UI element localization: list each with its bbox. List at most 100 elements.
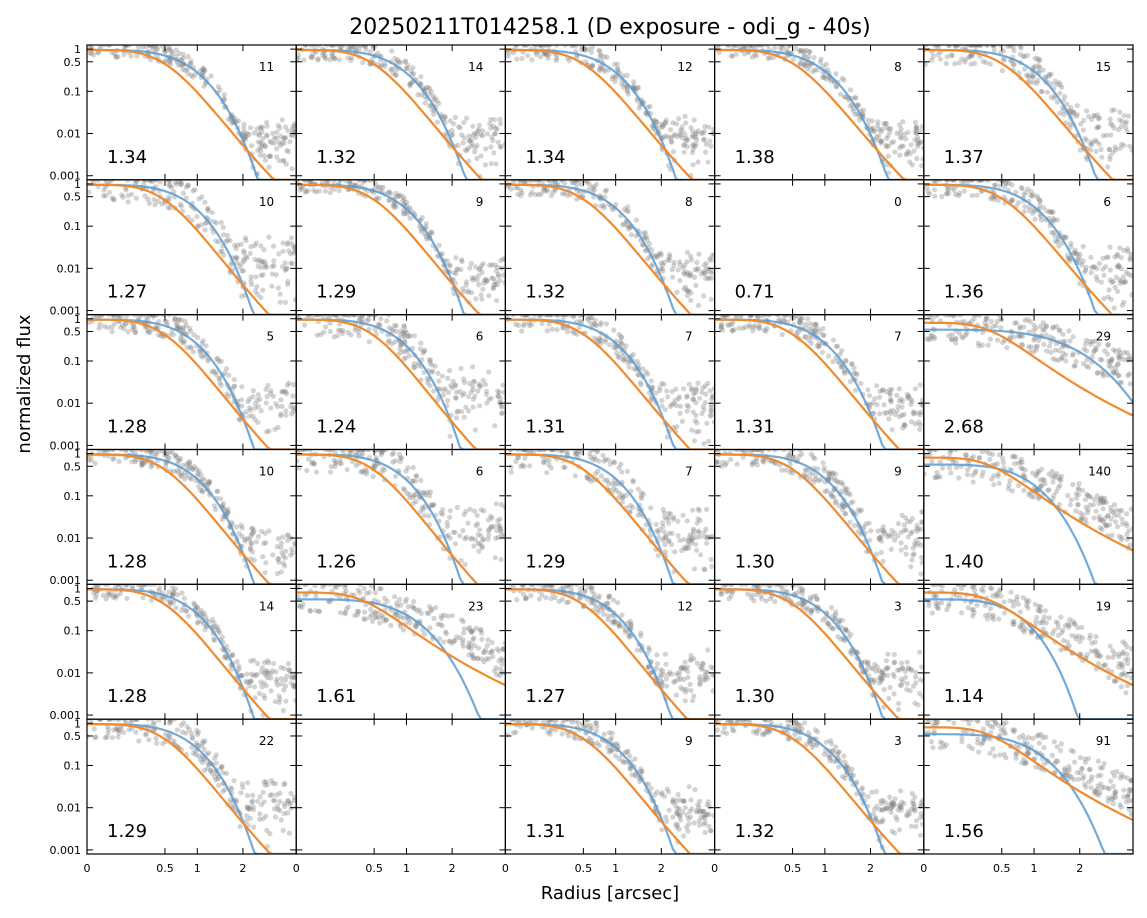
data-point xyxy=(476,122,482,128)
data-point xyxy=(701,566,707,572)
data-point xyxy=(987,61,994,67)
data-point xyxy=(706,275,712,281)
data-point xyxy=(686,381,692,387)
data-point xyxy=(1101,272,1107,278)
data-point xyxy=(118,449,124,453)
data-point xyxy=(939,465,946,471)
data-point xyxy=(984,45,990,48)
data-point xyxy=(330,54,336,60)
data-point xyxy=(252,401,258,407)
data-point xyxy=(740,325,746,331)
data-point xyxy=(989,476,995,482)
data-point xyxy=(691,391,697,397)
data-point xyxy=(953,45,959,48)
data-point xyxy=(856,102,862,108)
data-point xyxy=(657,385,663,391)
data-point xyxy=(323,449,329,453)
data-point xyxy=(224,643,230,650)
data-point xyxy=(1074,103,1080,109)
data-point xyxy=(843,488,849,494)
data-point xyxy=(543,457,549,463)
data-point xyxy=(260,124,266,131)
data-point xyxy=(458,266,464,273)
data-point xyxy=(357,179,363,183)
data-point xyxy=(663,120,669,126)
data-point xyxy=(1121,356,1127,363)
y-tick-label: 0.5 xyxy=(64,191,82,204)
data-point xyxy=(519,328,525,334)
data-point xyxy=(252,416,258,423)
data-point xyxy=(659,403,665,409)
data-point xyxy=(1034,343,1041,349)
data-point xyxy=(327,190,333,196)
data-point xyxy=(1108,504,1114,511)
data-point xyxy=(593,181,600,187)
data-point xyxy=(205,206,211,212)
data-point xyxy=(259,259,265,265)
y-axis-label: normalized flux xyxy=(14,314,35,453)
data-point xyxy=(308,449,314,453)
data-point xyxy=(847,519,853,525)
data-point xyxy=(1050,479,1056,485)
data-point xyxy=(96,449,102,453)
data-point xyxy=(1127,255,1133,261)
data-point xyxy=(258,148,264,154)
data-point xyxy=(1095,370,1101,376)
data-point xyxy=(894,130,900,136)
data-point xyxy=(258,272,264,279)
data-point xyxy=(470,383,476,389)
data-point xyxy=(641,491,647,497)
data-point xyxy=(906,394,912,400)
data-point xyxy=(1050,356,1056,362)
data-point xyxy=(554,327,560,333)
data-point xyxy=(919,560,924,566)
data-point xyxy=(853,370,859,377)
data-point xyxy=(131,325,137,331)
data-point xyxy=(484,278,490,284)
fwhm-label: 1.29 xyxy=(525,551,565,572)
data-point xyxy=(336,187,342,194)
data-point xyxy=(353,462,359,469)
data-point xyxy=(690,128,696,134)
data-point xyxy=(653,119,660,125)
data-point xyxy=(220,232,227,238)
data-point xyxy=(386,189,392,195)
data-point xyxy=(110,197,116,203)
data-point xyxy=(360,468,366,474)
data-point xyxy=(596,47,602,53)
data-point xyxy=(987,456,993,462)
data-point xyxy=(178,182,184,188)
data-point xyxy=(675,396,682,402)
data-point xyxy=(407,81,413,87)
data-point xyxy=(677,259,683,265)
data-point xyxy=(327,328,333,334)
data-point xyxy=(865,117,871,123)
data-point xyxy=(942,314,948,318)
data-point xyxy=(648,505,654,511)
data-point xyxy=(898,143,905,149)
data-point xyxy=(427,86,433,92)
data-point xyxy=(289,126,295,132)
data-point xyxy=(593,456,599,462)
psf-panel: 1.297 xyxy=(504,448,716,585)
fwhm-label: 1.34 xyxy=(525,147,565,168)
data-point xyxy=(271,135,277,141)
data-point xyxy=(660,520,666,526)
moffat-fit-line xyxy=(87,453,297,585)
data-point xyxy=(943,60,949,67)
data-point xyxy=(1010,62,1016,68)
data-point xyxy=(1096,124,1102,130)
data-point xyxy=(105,589,111,595)
data-point xyxy=(979,449,985,455)
data-point xyxy=(878,538,885,544)
data-point xyxy=(1113,274,1119,280)
data-point xyxy=(591,449,597,453)
data-point xyxy=(282,299,289,305)
data-point xyxy=(426,357,432,363)
data-point xyxy=(780,45,786,48)
data-point xyxy=(900,119,906,125)
data-point xyxy=(248,540,254,546)
data-point xyxy=(179,590,185,596)
data-point xyxy=(798,48,804,54)
